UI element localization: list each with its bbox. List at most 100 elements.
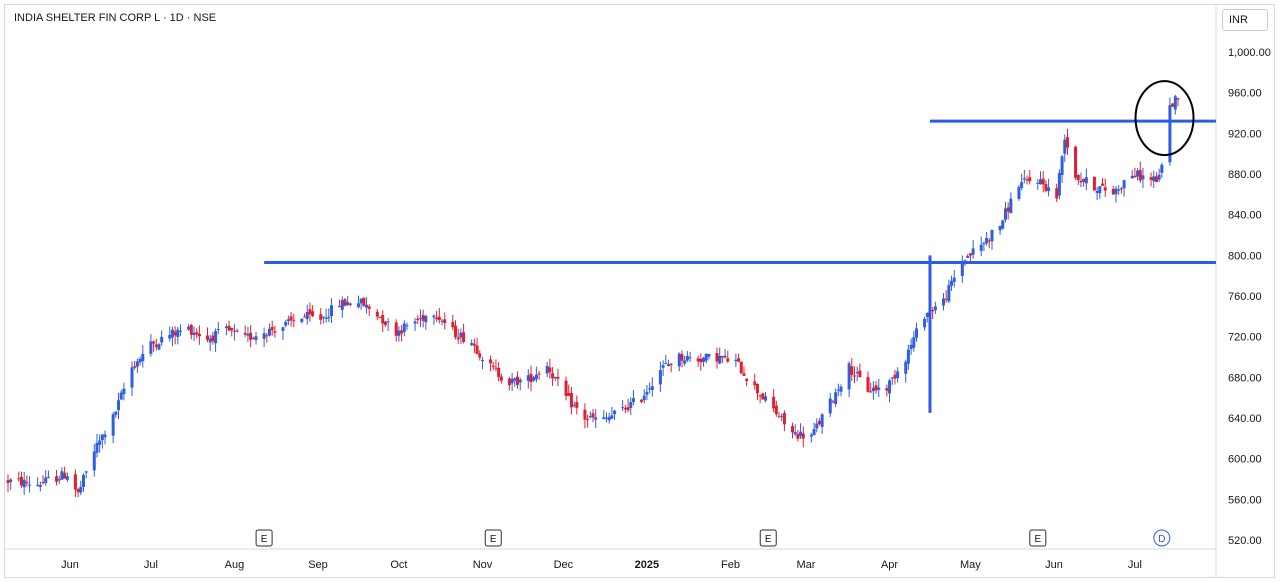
candle-body — [1028, 177, 1032, 182]
candle-body — [478, 353, 482, 358]
candle-body — [507, 378, 511, 386]
candle-body — [734, 359, 738, 362]
candle-body — [761, 393, 765, 400]
earnings-marker[interactable] — [255, 529, 273, 547]
candle-body — [497, 367, 501, 377]
candle-body — [839, 386, 843, 392]
price-axis[interactable]: 1,000.00 960.00 920.00 880.00 840.00 800.00 76… — [1228, 47, 1271, 547]
candle-body — [906, 349, 910, 364]
x-tick-label: Dec — [554, 559, 574, 571]
candle-body — [518, 379, 522, 383]
candle-body — [343, 299, 347, 306]
candle-body — [195, 332, 199, 335]
candle-body — [1060, 156, 1064, 176]
candle-body — [25, 482, 29, 484]
candle-body — [251, 338, 255, 340]
candle-body — [1154, 176, 1158, 182]
candle-body — [402, 323, 406, 332]
candle-body — [205, 335, 209, 340]
candle-body — [683, 360, 687, 364]
candle-body — [534, 374, 538, 380]
candle-body — [187, 326, 191, 330]
candle-body — [607, 416, 611, 421]
candle-body — [6, 480, 10, 484]
earnings-marker[interactable] — [1029, 529, 1047, 547]
x-tick-label: Sep — [308, 559, 328, 571]
candle-body — [378, 317, 382, 319]
candle-body — [459, 332, 463, 338]
time-axis[interactable]: Jun Jul Aug Sep Oct Nov Dec 2025 Feb Mar Apr May Jun… — [61, 559, 1142, 571]
y-tick-label: 520.00 — [1228, 535, 1262, 547]
candle-body — [1152, 176, 1156, 182]
candle-body — [640, 399, 644, 402]
candle-body — [666, 364, 670, 367]
candle-body — [739, 361, 743, 374]
candle-body — [658, 370, 662, 385]
candle-body — [308, 309, 312, 315]
x-tick-label: Jul — [1128, 559, 1142, 571]
candle-body — [944, 298, 948, 300]
candle-body — [1117, 189, 1121, 191]
candle-body — [642, 395, 646, 401]
candle-body — [537, 373, 541, 375]
candle-body — [1176, 98, 1180, 100]
candle-body — [1082, 178, 1086, 182]
candle-body — [1076, 174, 1080, 181]
candle-body — [610, 415, 614, 419]
candle-body — [1138, 170, 1142, 181]
candle-body — [173, 331, 177, 336]
candle-body — [397, 330, 401, 336]
candle-body — [1122, 180, 1126, 189]
highlight-circle[interactable] — [1134, 80, 1195, 157]
candle-body — [1041, 178, 1045, 185]
candle-body — [1092, 176, 1096, 191]
earnings-marker[interactable] — [484, 529, 502, 547]
dividend-marker[interactable] — [1153, 529, 1171, 547]
candle-body — [567, 392, 571, 396]
y-tick-label: 840.00 — [1228, 210, 1262, 222]
candle-body — [135, 361, 139, 367]
currency-button[interactable]: INR — [1222, 9, 1268, 31]
candle-body — [629, 402, 633, 408]
candle-body — [1101, 183, 1105, 186]
candle-body — [400, 330, 404, 334]
candle-body — [418, 317, 422, 319]
candle-body — [424, 315, 428, 323]
candle-body — [669, 363, 673, 365]
candle-body — [235, 330, 239, 332]
candle-body — [435, 317, 439, 320]
candle-body — [1057, 173, 1061, 196]
candle-body — [661, 365, 665, 368]
candle-body — [594, 417, 598, 420]
candle-body — [456, 337, 460, 340]
axis-lines — [4, 4, 1217, 577]
candle-body — [1098, 186, 1102, 194]
candle-body — [267, 328, 271, 336]
candle-body — [847, 363, 851, 390]
candlestick-series — [6, 94, 1180, 498]
candle-body — [866, 377, 870, 392]
candle-body — [529, 373, 533, 383]
candle-body — [1114, 188, 1118, 195]
y-tick-label: 760.00 — [1228, 291, 1262, 303]
candle-body — [292, 320, 296, 322]
candle-body — [556, 376, 560, 379]
candle-body — [270, 326, 274, 331]
candle-body — [871, 387, 875, 392]
candle-body — [491, 365, 495, 367]
earnings-marker[interactable] — [759, 529, 777, 547]
candle-body — [645, 391, 649, 395]
candle-body — [723, 355, 727, 358]
candle-body — [413, 321, 417, 324]
candle-body — [1074, 146, 1078, 178]
y-tick-label: 680.00 — [1228, 372, 1262, 384]
candle-body — [197, 333, 201, 337]
candle-body — [707, 354, 711, 357]
candle-body — [55, 476, 59, 482]
candle-body — [575, 401, 579, 408]
candle-body — [327, 316, 331, 319]
candle-body — [375, 311, 379, 317]
candle-body — [38, 485, 42, 487]
